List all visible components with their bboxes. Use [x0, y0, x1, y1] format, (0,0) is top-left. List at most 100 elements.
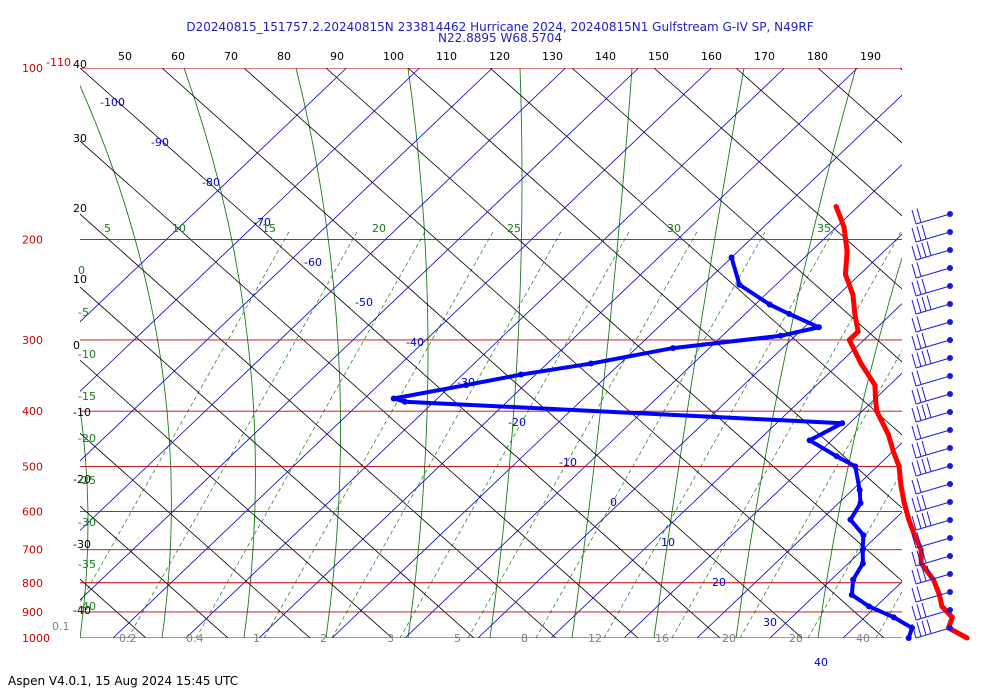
temperature-point: [906, 517, 912, 523]
temperature-point: [844, 249, 850, 255]
moist-adiabat-label: 5: [104, 222, 111, 235]
isotherm-label: -40: [406, 336, 424, 349]
mixing-ratio-label: 5: [454, 632, 461, 645]
wind-barb-shaft: [915, 591, 951, 603]
moist-adiabat-label: 10: [172, 222, 186, 235]
mixing-ratio-line: [603, 229, 835, 638]
dewpoint-point: [390, 395, 397, 402]
mixing-ratio-label: 0.2: [119, 632, 137, 645]
wind-barb-flag: [911, 605, 917, 621]
mixing-ratio-label: 16: [655, 632, 669, 645]
wind-barb-flag: [911, 533, 917, 549]
wind-barb-flag: [916, 550, 922, 565]
wind-barb-shaft: [915, 285, 951, 297]
dry-adiabat: [982, 68, 1000, 638]
isotherm: [623, 372, 902, 638]
temperature-point: [901, 500, 907, 506]
dewpoint-point: [859, 546, 866, 553]
wind-barbs: [911, 208, 953, 639]
dry-adiabat: [653, 68, 902, 290]
wind-barb-flag: [926, 619, 932, 634]
wind-barb-flag: [921, 386, 927, 402]
wind-barb-flag: [921, 440, 927, 456]
top-tick-label: 180: [807, 50, 828, 63]
moist-adiabat-left-label: -20: [78, 432, 96, 445]
moist-adiabat-left-label: 0: [78, 264, 85, 277]
dewpoint-point: [850, 576, 857, 583]
temperature-point: [852, 311, 858, 317]
moist-adiabat-label: 30: [667, 222, 681, 235]
wind-barb-shaft: [915, 555, 951, 567]
top-tick-label: 80: [277, 50, 291, 63]
isotherm-label: 10: [661, 536, 675, 549]
dry-adiabat: [80, 140, 639, 638]
wind-barb-flag: [911, 281, 917, 297]
dewpoint-point: [859, 560, 866, 567]
wind-barb-flag: [911, 551, 917, 567]
isotherm: [80, 68, 639, 601]
temperature-point: [890, 448, 896, 454]
wind-barb-shaft: [915, 339, 951, 351]
mixing-ratio-line: [399, 229, 631, 638]
wind-barb-flag: [921, 278, 927, 294]
wind-barb-shaft: [915, 447, 951, 459]
wind-barb-flag: [911, 569, 917, 585]
wind-barb-flag: [921, 548, 927, 564]
wind-barb-flag: [916, 208, 922, 223]
wind-barb-flag: [921, 350, 927, 366]
wind-barb-flag: [916, 460, 922, 475]
wind-barb-flag: [911, 317, 917, 333]
moist-adiabat-left-label: -10: [78, 348, 96, 361]
temperature-point: [858, 361, 864, 367]
chart-title-line1: D20240815_151757.2.20240815N 233814462 H…: [186, 20, 814, 34]
temperature-point: [855, 329, 861, 335]
wind-barb-flag: [911, 479, 917, 495]
mixing-ratio-line: [467, 229, 699, 638]
left-tick-label: -40: [73, 604, 91, 617]
mixing-ratio-label: 20: [722, 632, 736, 645]
wind-barb-shaft: [915, 249, 951, 261]
temperature-point: [841, 224, 847, 230]
mixing-ratio-line: [127, 229, 359, 638]
moist-adiabat: [489, 68, 523, 638]
wind-barb-shaft: [915, 537, 951, 549]
dewpoint-point: [736, 281, 743, 288]
wind-barb-shaft: [915, 231, 951, 243]
wind-barb-shaft: [915, 573, 951, 585]
top-tick-label: 120: [489, 50, 510, 63]
isotherm: [404, 164, 902, 638]
temperature-point: [885, 432, 891, 438]
wind-barb-flag: [916, 532, 922, 547]
wind-barb-flag: [921, 332, 927, 348]
wind-barb-flag: [911, 515, 917, 531]
mixing-ratio-label: 0.4: [186, 632, 204, 645]
wind-barb-flag: [926, 511, 932, 526]
dewpoint-point: [806, 437, 813, 444]
isotherm: [550, 303, 902, 638]
left-tick-label: 0: [73, 339, 80, 352]
wind-barb-shaft: [915, 393, 951, 405]
wind-barb-flag: [911, 227, 917, 243]
moist-adiabat: [817, 256, 902, 638]
moist-adiabat: [735, 68, 857, 638]
isotherm: [80, 68, 566, 531]
temperature-point: [846, 337, 852, 343]
temperature-point: [939, 603, 945, 609]
top-tick-label: 130: [542, 50, 563, 63]
wind-barb-flag: [911, 407, 917, 423]
wind-barb-flag: [926, 403, 932, 418]
wind-barb-shaft: [915, 321, 951, 333]
temperature-point: [874, 408, 880, 414]
mixing-ratio-line: [195, 229, 427, 638]
mixing-ratio-label: 28: [789, 632, 803, 645]
wind-barb-flag: [926, 295, 932, 310]
wind-barb-flag: [916, 352, 922, 367]
moist-adiabat: [80, 84, 172, 638]
dewpoint-point: [847, 516, 854, 523]
temperature-point: [872, 382, 878, 388]
wind-barb-flag: [911, 497, 917, 513]
dewpoint-point: [815, 324, 822, 331]
wind-barb-flag: [916, 298, 922, 313]
wind-barb-flag: [921, 620, 927, 636]
